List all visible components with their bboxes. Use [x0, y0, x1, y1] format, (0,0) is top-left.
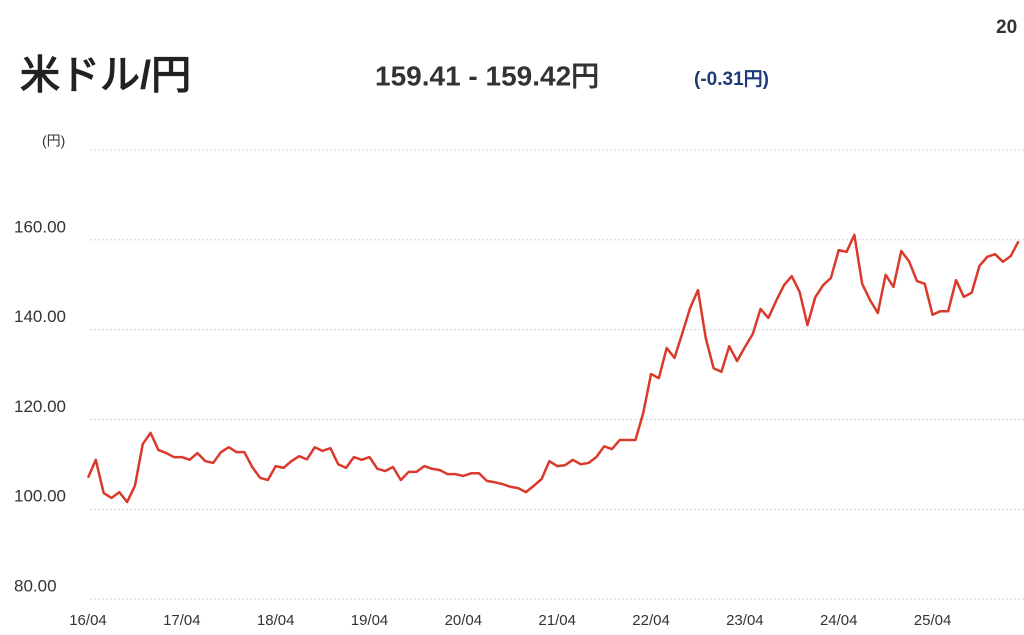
x-tick-label: 16/04 — [69, 612, 107, 629]
x-tick-label: 21/04 — [538, 612, 576, 629]
y-tick-label: 140.00 — [14, 307, 66, 326]
x-tick-label: 19/04 — [351, 612, 389, 629]
x-tick-label: 24/04 — [820, 612, 858, 629]
y-tick-label: 120.00 — [14, 397, 66, 416]
y-tick-label: 160.00 — [14, 217, 66, 236]
price-line — [86, 233, 1020, 504]
corner-text: 20 — [996, 17, 1017, 38]
change: (-0.31円) — [694, 69, 769, 90]
chart-title: 米ドル/円 — [20, 54, 191, 98]
x-tick-label: 22/04 — [632, 612, 670, 629]
x-tick-label: 17/04 — [163, 612, 201, 629]
x-tick-label: 18/04 — [257, 612, 295, 629]
x-tick-label: 25/04 — [914, 612, 952, 629]
price: 159.41 - 159.42円 — [375, 60, 599, 91]
y-axis-label: (円) — [42, 133, 65, 149]
y-tick-label: 100.00 — [14, 487, 66, 506]
x-tick-label: 20/04 — [445, 612, 483, 629]
y-tick-label: 80.00 — [14, 576, 57, 595]
x-tick-label: 23/04 — [726, 612, 764, 629]
